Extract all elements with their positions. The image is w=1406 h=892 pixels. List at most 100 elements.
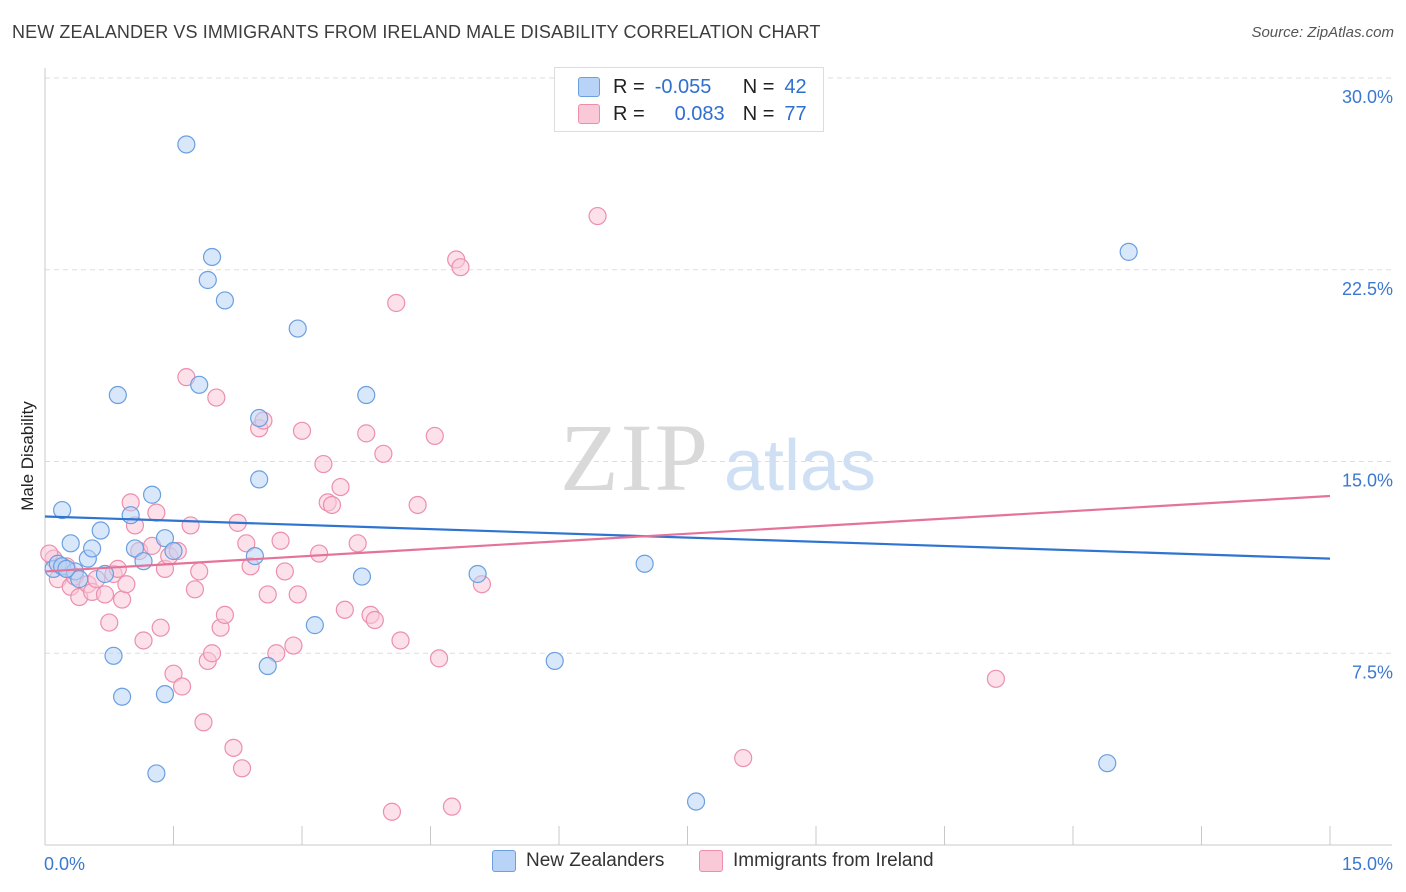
new-zealander-point [250, 470, 269, 489]
ireland-point [151, 618, 170, 637]
y-tick-label: 22.5% [1342, 279, 1393, 299]
n-label: N = [742, 75, 775, 98]
new-zealander-point [91, 521, 110, 540]
ireland-point [288, 585, 307, 604]
ireland-point [185, 580, 205, 599]
ireland-point [408, 495, 427, 515]
x-tick-label: 15.0% [1342, 854, 1393, 874]
new-zealander-point [198, 270, 217, 290]
y-axis-label: Male Disability [18, 401, 37, 511]
r-label: R = [613, 75, 645, 98]
legend-label: New Zealanders [526, 850, 665, 871]
ireland-point [442, 797, 462, 816]
new-zealander-point [245, 546, 264, 566]
ireland-point [232, 759, 252, 778]
new-zealander-point [121, 506, 140, 525]
series-legend: New Zealanders Immigrants from Ireland [0, 850, 1406, 878]
new-zealander-point [104, 646, 123, 665]
x-tick-label: 0.0% [44, 854, 85, 874]
new-zealander-point [215, 291, 234, 310]
new-zealander-point [155, 529, 175, 548]
r-label: R = [613, 102, 645, 125]
new-zealander-point [202, 247, 222, 267]
n-value: 42 [784, 75, 807, 98]
ireland-point [95, 585, 115, 604]
pink-swatch [578, 104, 600, 124]
ireland-point [164, 664, 183, 683]
y-tick-label: 30.0% [1342, 87, 1393, 107]
ireland-point [271, 531, 290, 550]
new-zealander-point [250, 408, 269, 428]
r-value: -0.055 [654, 75, 712, 98]
ireland-point [429, 649, 449, 668]
ireland-point [267, 644, 286, 663]
ireland-point [194, 713, 213, 732]
new-zealander-point [1119, 242, 1138, 261]
r-value: 0.083 [674, 102, 725, 125]
new-zealander-point [164, 541, 183, 561]
ireland-point [734, 748, 753, 768]
new-zealander-point [686, 792, 706, 811]
axes [44, 68, 1392, 846]
y-tick-label: 7.5% [1352, 662, 1393, 682]
n-label: N = [742, 102, 775, 125]
new-zealander-point [147, 764, 166, 783]
ireland-point [382, 802, 402, 821]
new-zealander-point [258, 656, 277, 676]
ireland-point [387, 293, 406, 313]
ireland-point [322, 495, 342, 515]
stats-legend-row-pink: R = 0.083 N = 77 [555, 100, 807, 128]
ireland-point [275, 562, 294, 581]
new-zealander-point [142, 485, 162, 504]
new-zealander-point [61, 534, 80, 553]
new-zealander-point [70, 570, 89, 589]
ireland-point [112, 590, 132, 609]
ireland-point [986, 669, 1006, 688]
ireland-point [310, 544, 329, 563]
legend-item-new-zealanders: New Zealanders [492, 850, 664, 872]
new-zealander-point [635, 554, 654, 573]
ireland-point [357, 424, 376, 443]
blue-swatch [492, 850, 516, 872]
ireland-point [588, 206, 607, 226]
new-zealander-point [108, 385, 127, 405]
ireland-point [172, 677, 192, 696]
ireland-point [258, 585, 277, 604]
watermark-atlas: atlas [724, 426, 876, 506]
ireland-point [207, 388, 226, 407]
watermark-zip: ZIP [560, 404, 710, 511]
ireland-point [374, 444, 393, 463]
series-immigrants-from-ireland [40, 206, 1006, 821]
source-label: Source: ZipAtlas.com [1251, 24, 1394, 41]
new-zealander-point [288, 319, 307, 338]
new-zealander-point [95, 564, 115, 584]
ireland-point [331, 477, 350, 497]
y-tick-label: 15.0% [1342, 471, 1393, 491]
chart-title: NEW ZEALANDER VS IMMIGRANTS FROM IRELAND… [12, 22, 821, 42]
tick-labels: 7.5% 15.0% 22.5% 30.0% 0.0% 15.0% [44, 87, 1393, 874]
ireland-point [202, 644, 222, 663]
new-zealander-point [357, 385, 376, 405]
new-zealander-point [190, 375, 209, 394]
n-value: 77 [784, 102, 807, 125]
ireland-point [181, 516, 200, 535]
ireland-point [117, 575, 136, 594]
ireland-point [147, 503, 166, 522]
ireland-point [292, 421, 312, 440]
ireland-point [451, 258, 470, 277]
ireland-point [284, 636, 303, 655]
ireland-point [391, 631, 410, 650]
pink-swatch [699, 850, 723, 872]
new-zealander-point [53, 500, 72, 520]
new-zealander-point [155, 685, 175, 704]
new-zealander-point [112, 687, 132, 706]
new-zealander-point [134, 552, 153, 571]
ireland-point [314, 454, 333, 474]
ireland-point [335, 600, 354, 619]
new-zealander-point [177, 135, 196, 154]
ireland-point [365, 610, 384, 630]
new-zealander-point [125, 539, 145, 558]
ireland-trend-line [44, 494, 1331, 573]
new-zealander-point [545, 651, 564, 671]
